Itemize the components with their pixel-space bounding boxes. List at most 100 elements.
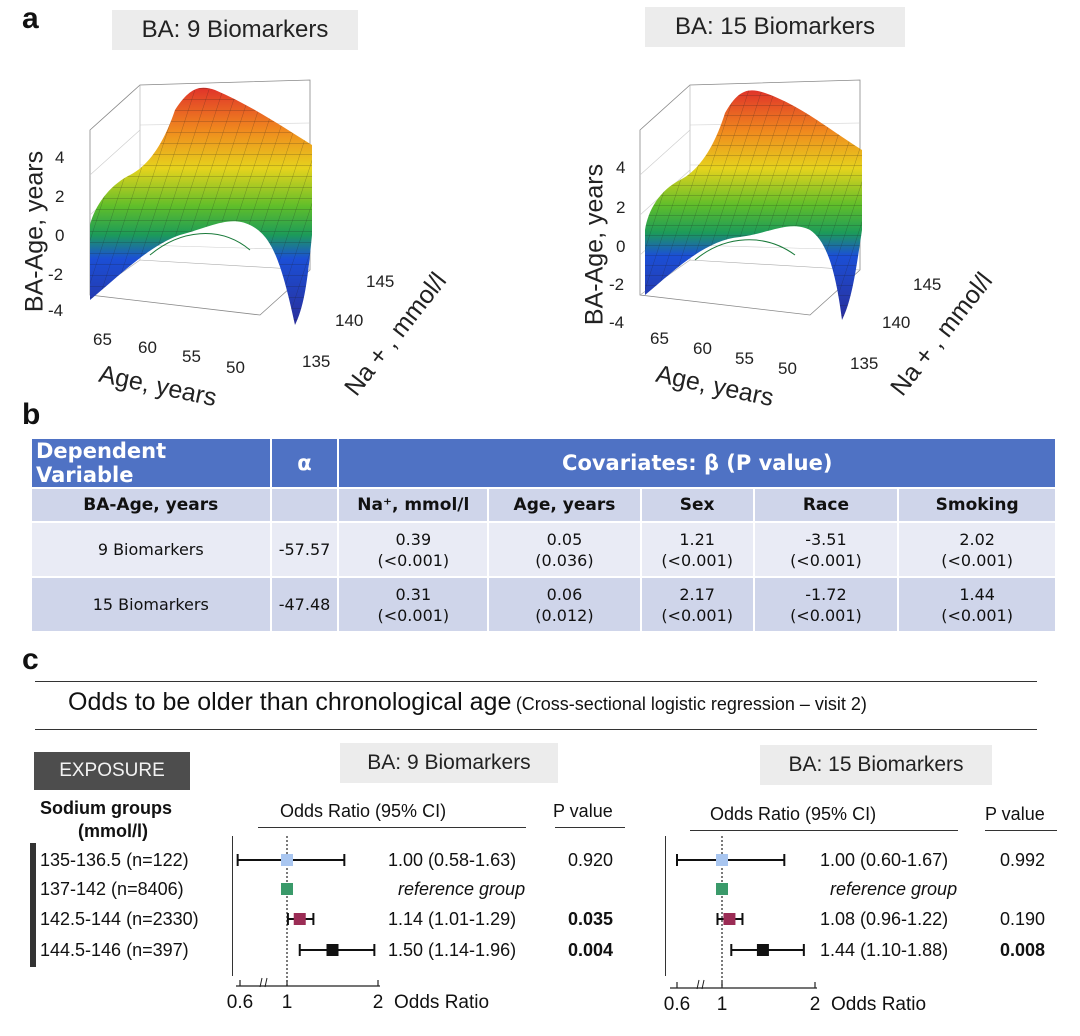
p-value: (<0.001) bbox=[661, 605, 734, 625]
or-heading-underline bbox=[690, 830, 958, 831]
group-label: 144.5-146 (n=397) bbox=[40, 940, 189, 960]
subheader-cell: Race bbox=[752, 487, 900, 523]
odds-ratio-point bbox=[756, 944, 769, 956]
groups-heading: Sodium groups bbox=[40, 798, 172, 818]
z-tick: 0 bbox=[616, 237, 626, 256]
odds-ratio-point bbox=[716, 854, 728, 866]
beta-value: 0.39 bbox=[395, 529, 432, 549]
or-heading: Odds Ratio (95% CI) bbox=[710, 804, 877, 824]
age-tick: 60 bbox=[138, 338, 157, 357]
panel-c-title-main: Odds to be older than chronological age bbox=[68, 688, 512, 716]
z-tick: 4 bbox=[55, 148, 65, 167]
odds-ratio-label: 1.14 (1.01-1.29) bbox=[388, 909, 516, 929]
subheader-cell: Na⁺, mmol/l bbox=[337, 487, 490, 523]
p-value-label: 0.992 bbox=[1000, 850, 1045, 870]
panel-b-letter: b bbox=[22, 398, 41, 431]
group-bracket bbox=[30, 843, 36, 967]
x-tick-label: 0.6 bbox=[227, 992, 253, 1013]
beta-cell: 0.31 (<0.001) bbox=[337, 576, 490, 633]
na-tick: 135 bbox=[850, 354, 879, 373]
p-heading: P value bbox=[553, 801, 613, 821]
z-tick: 2 bbox=[55, 187, 65, 206]
z-tick: 0 bbox=[55, 226, 65, 245]
p-value: (<0.001) bbox=[941, 550, 1013, 570]
na-tick: 140 bbox=[882, 313, 911, 332]
header-dependent: Dependent Variable bbox=[30, 437, 272, 489]
odds-ratio-point bbox=[281, 854, 293, 866]
p-value: (0.012) bbox=[535, 605, 594, 625]
z-tick: 2 bbox=[616, 198, 626, 217]
surface-plot-2 bbox=[630, 55, 930, 375]
p-value-label: 0.004 bbox=[568, 940, 613, 960]
alpha-value: -57.57 bbox=[269, 521, 340, 578]
z-tick: -4 bbox=[609, 313, 625, 332]
forest-1-title: BA: 9 Biomarkers bbox=[340, 743, 558, 783]
beta-value: 0.31 bbox=[395, 584, 432, 604]
beta-cell: -1.72 (<0.001) bbox=[752, 576, 900, 633]
p-value-label: 0.035 bbox=[568, 909, 613, 929]
group-label: 137-142 (n=8406) bbox=[40, 879, 184, 899]
z-tick: 4 bbox=[616, 158, 626, 177]
odds-ratio-label: reference group bbox=[830, 879, 957, 899]
beta-cell: 2.17 (<0.001) bbox=[639, 576, 755, 633]
p-value: (<0.001) bbox=[790, 550, 862, 570]
age-tick: 50 bbox=[778, 359, 797, 378]
axis-break bbox=[701, 979, 705, 990]
x-tick-label: 1 bbox=[282, 992, 293, 1013]
row-label: 15 Biomarkers bbox=[30, 576, 272, 633]
p-value-label: 0.008 bbox=[1000, 940, 1045, 960]
age-tick: 55 bbox=[182, 347, 201, 366]
axis-break bbox=[259, 977, 263, 988]
axis-break bbox=[264, 977, 268, 988]
beta-cell: 0.05 (0.036) bbox=[487, 521, 642, 578]
alpha-value: -47.48 bbox=[269, 576, 340, 633]
surface-plot-1 bbox=[80, 55, 380, 375]
p-value-label: 0.920 bbox=[568, 850, 613, 870]
exposure-badge: EXPOSURE bbox=[34, 752, 190, 790]
group-label: 142.5-144 (n=2330) bbox=[40, 909, 199, 929]
x-tick-label: 2 bbox=[810, 994, 821, 1015]
odds-ratio-point bbox=[723, 913, 736, 925]
group-label: 135-136.5 (n=122) bbox=[40, 850, 189, 870]
beta-value: 0.06 bbox=[546, 584, 583, 604]
subheader-cell: BA-Age, years bbox=[30, 487, 272, 523]
age-tick: 65 bbox=[93, 330, 112, 349]
x-tick-label: 0.6 bbox=[664, 994, 690, 1015]
header-alpha: α bbox=[269, 437, 340, 489]
beta-value: 2.02 bbox=[959, 529, 995, 549]
beta-cell: 1.21 (<0.001) bbox=[639, 521, 755, 578]
beta-cell: 0.39 (<0.001) bbox=[337, 521, 490, 578]
beta-cell: 1.44 (<0.001) bbox=[897, 576, 1057, 633]
p-value: (<0.001) bbox=[941, 605, 1013, 625]
odds-ratio-label: 1.08 (0.96-1.22) bbox=[820, 909, 948, 929]
na-tick: 140 bbox=[335, 311, 364, 330]
or-heading: Odds Ratio (95% CI) bbox=[280, 801, 447, 821]
beta-value: -3.51 bbox=[805, 529, 847, 549]
axis-break bbox=[696, 979, 700, 990]
z-tick: -2 bbox=[48, 265, 64, 284]
beta-value: 1.21 bbox=[679, 529, 715, 549]
surface-plot-1-title: BA: 9 Biomarkers bbox=[112, 10, 358, 50]
odds-ratio-point bbox=[293, 913, 306, 925]
x-axis-label: Odds Ratio bbox=[831, 994, 926, 1015]
x-tick-label: 1 bbox=[717, 994, 728, 1015]
p-value: (<0.001) bbox=[790, 605, 862, 625]
panel-a-letter: a bbox=[22, 2, 39, 35]
p-value: (<0.001) bbox=[661, 550, 734, 570]
table-row: 9 Biomarkers -57.57 0.39 (<0.001) 0.05 (0.… bbox=[30, 521, 1057, 578]
forest-2-title: BA: 15 Biomarkers bbox=[760, 745, 992, 785]
p-heading-underline bbox=[985, 830, 1057, 831]
header-covariates: Covariates: β (P value) bbox=[337, 437, 1057, 489]
regression-table: Dependent Variable α Covariates: β (P va… bbox=[30, 437, 1057, 633]
groups-heading-units: (mmol/l) bbox=[78, 821, 148, 841]
beta-cell: 2.02 (<0.001) bbox=[897, 521, 1057, 578]
panel-c-letter: c bbox=[22, 643, 39, 676]
odds-ratio-label: reference group bbox=[398, 879, 525, 899]
p-value: (<0.001) bbox=[377, 550, 450, 570]
x-tick-label: 2 bbox=[373, 992, 384, 1013]
subheader-cell: Age, years bbox=[487, 487, 642, 523]
odds-ratio-point bbox=[716, 883, 728, 895]
panel-c-title-paren: (Cross-sectional logistic regression – v… bbox=[515, 694, 867, 714]
age-tick: 50 bbox=[226, 358, 245, 377]
